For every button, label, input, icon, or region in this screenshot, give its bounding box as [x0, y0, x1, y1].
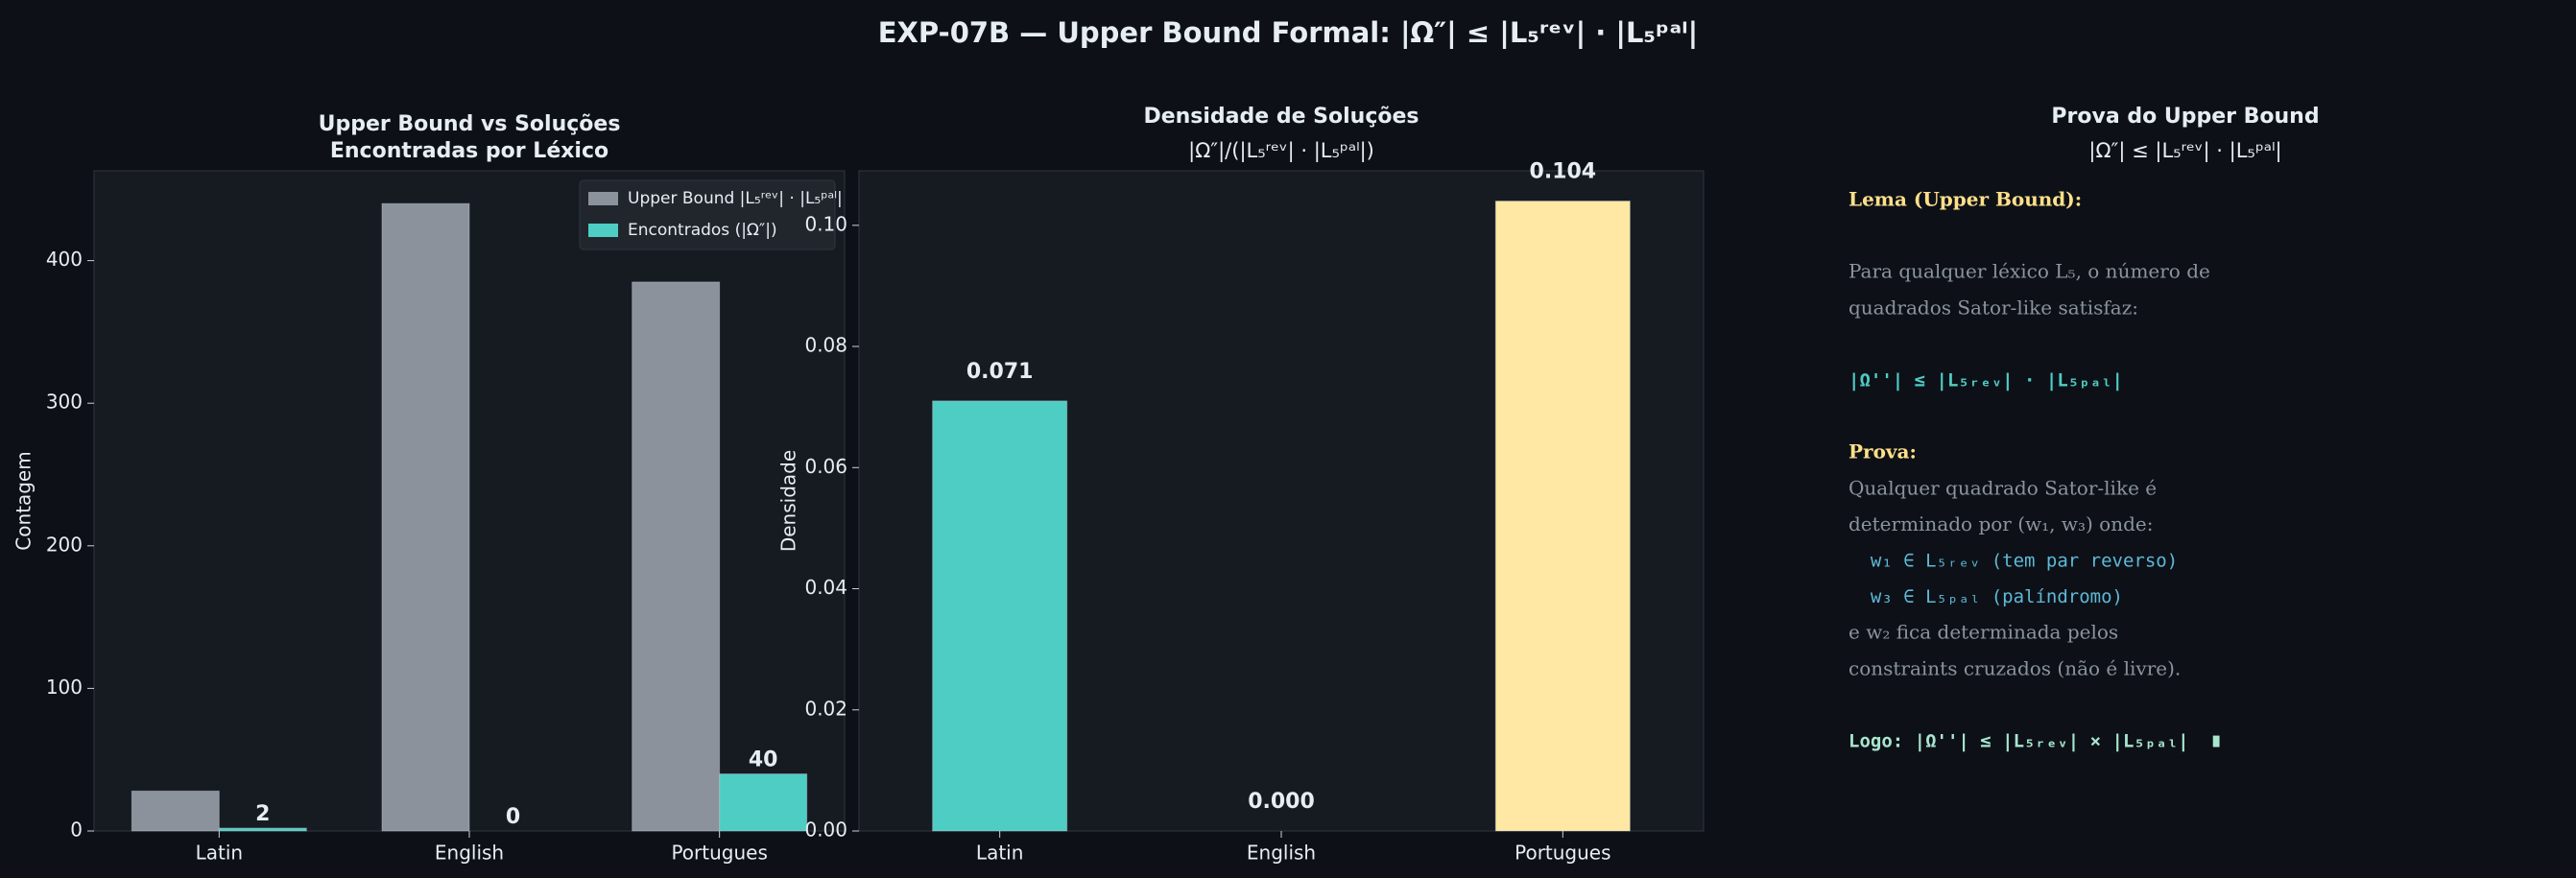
x-tick-label: Portugues: [671, 842, 767, 865]
x-tick-label: English: [435, 842, 504, 865]
y-tick-label: 400: [46, 248, 83, 271]
proof-line: w₃ ∈ L₅ₚₐₗ (palíndromo): [1849, 586, 2123, 607]
proof-line: w₁ ∈ L₅ᵣₑᵥ (tem par reverso): [1849, 551, 2178, 572]
panel-title: Prova do Upper Bound: [2051, 105, 2319, 129]
value-label: 2: [255, 802, 270, 826]
legend-box: [579, 179, 836, 250]
figure-title: EXP-07B — Upper Bound Formal: |Ω″| ≤ |L₅…: [878, 16, 1699, 49]
proof-line: determinado por (w₁, w₃) onde:: [1849, 512, 2153, 535]
proof-line: Lema (Upper Bound):: [1849, 188, 2082, 211]
x-tick-label: Latin: [976, 842, 1023, 865]
bar: [932, 400, 1068, 832]
value-label: 0.104: [1530, 160, 1597, 184]
bar: [1494, 201, 1631, 832]
y-tick-label: 0.06: [804, 455, 847, 478]
proof-line: Para qualquer léxico L₅, o número de: [1849, 260, 2210, 283]
bar: [719, 773, 808, 832]
y-tick-label: 0: [70, 819, 83, 842]
x-tick-label: English: [1247, 842, 1316, 865]
chart-title: Upper Bound vs Soluções Encontradas por L…: [319, 112, 621, 163]
value-label: 0: [506, 805, 520, 829]
bar: [218, 827, 307, 832]
proof-line: e w₂ fica determinada pelos: [1849, 621, 2118, 644]
value-label: 40: [749, 748, 778, 772]
proof-line: constraints cruzados (não é livre).: [1849, 656, 2181, 679]
title-line: Upper Bound vs Soluções: [319, 112, 621, 136]
y-axis-label: Contagem: [12, 451, 36, 550]
legend-label: Encontrados (|Ω″|): [628, 221, 777, 240]
bar: [381, 202, 470, 832]
x-tick-label: Latin: [196, 842, 243, 865]
proof-line: Qualquer quadrado Sator-like é: [1849, 476, 2157, 499]
legend-swatch: [588, 192, 618, 205]
y-tick-label: 0.04: [804, 576, 847, 599]
y-tick-label: 0.02: [804, 697, 847, 720]
proof-line: |Ω''| ≤ |L₅ᵣₑᵥ| · |L₅ₚₐₗ|: [1849, 370, 2123, 392]
y-tick-label: 0.08: [804, 334, 847, 357]
legend-swatch: [588, 224, 618, 237]
value-label: 0.000: [1248, 790, 1315, 814]
value-label: 0.071: [966, 360, 1034, 384]
chart-title: Densidade de Soluções: [1143, 105, 1419, 129]
legend-label: Upper Bound |L₅ʳᵉᵛ| · |L₅ᵖᵃˡ|: [628, 189, 843, 208]
y-tick-label: 300: [46, 391, 83, 414]
title-line: Encontradas por Léxico: [330, 139, 608, 163]
panel-subtitle: |Ω″| ≤ |L₅ʳᵉᵛ| · |L₅ᵖᵃˡ|: [2088, 139, 2281, 163]
y-tick-label: 100: [46, 676, 83, 699]
y-tick-label: 0.00: [804, 819, 847, 842]
bar: [632, 281, 721, 832]
y-tick-label: 0.10: [804, 212, 847, 235]
title-line: Densidade de Soluções: [1143, 105, 1419, 129]
y-tick-label: 200: [46, 533, 83, 556]
proof-line: quadrados Sator-like satisfaz:: [1849, 296, 2138, 319]
y-axis-label: Densidade: [777, 450, 800, 552]
bar: [131, 790, 220, 832]
proof-line: Prova:: [1849, 440, 1917, 463]
x-tick-label: Portugues: [1515, 842, 1610, 865]
proof-line: Logo: |Ω''| ≤ |L₅ᵣₑᵥ| × |L₅ₚₐₗ| ∎: [1849, 731, 2222, 752]
chart-subtitle: |Ω″|/(|L₅ʳᵉᵛ| · |L₅ᵖᵃˡ|): [1188, 139, 1374, 163]
